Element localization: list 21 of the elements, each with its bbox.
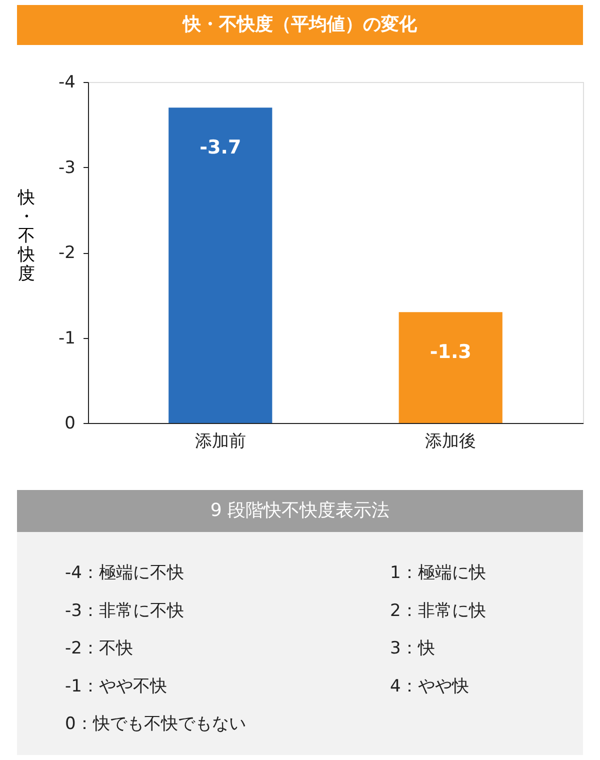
text: 1：極端に快 — [390, 563, 486, 583]
x-tick-label: 添加前 — [194, 432, 246, 452]
y-tick-label: -4 — [58, 72, 76, 92]
text: -3：非常に不快 — [65, 600, 184, 621]
text: 9 段階快不快度表示法 — [210, 500, 390, 521]
chart-title: 快・不快度（平均値）の変化 — [182, 14, 418, 35]
text: 3：快 — [390, 638, 435, 659]
x-tick-label: 添加後 — [425, 432, 476, 452]
data-label: -3.7 — [200, 136, 242, 159]
text: -2：不快 — [65, 638, 133, 659]
y-tick-label: -2 — [58, 243, 76, 263]
text: -4：極端に不快 — [65, 563, 184, 583]
y-tick-label: 0 — [64, 414, 76, 434]
y-tick-label: -1 — [58, 328, 76, 348]
data-label: -1.3 — [430, 341, 472, 364]
text: -1：やや不快 — [65, 676, 167, 696]
y-axis-title: 快・不快度 — [17, 188, 35, 284]
text: 2：非常に快 — [390, 600, 486, 621]
text: 4：やや快 — [390, 676, 469, 696]
y-tick-label: -3 — [58, 158, 76, 178]
text: 0：快でも不快でもない — [65, 714, 246, 734]
